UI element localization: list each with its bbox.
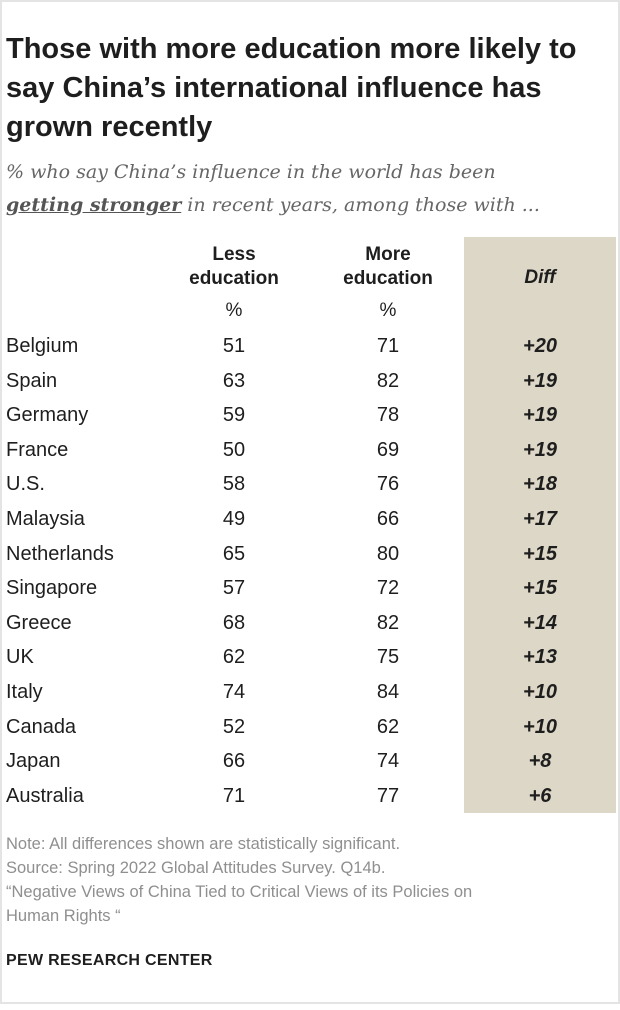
country-label: Germany [6, 404, 89, 427]
header-more-line2: education [343, 268, 433, 289]
country-label: Malaysia [6, 507, 85, 530]
diff-value: +10 [523, 715, 557, 738]
less-education-value: 52 [222, 715, 246, 738]
footer-report-line2: Human Rights “ [6, 907, 121, 925]
country-label: France [6, 438, 69, 461]
diff-value: +13 [523, 646, 557, 669]
country-label: Canada [6, 715, 77, 738]
more-education-value: 80 [376, 542, 400, 565]
less-education-value: 63 [222, 369, 246, 392]
header-more-line1: More [365, 244, 411, 265]
diff-value: +19 [523, 438, 557, 461]
more-education-value: 82 [376, 369, 400, 392]
less-education-value: 65 [222, 542, 246, 565]
more-education-value: 62 [376, 715, 400, 738]
table-row: Spain 63 82 +19 [0, 364, 620, 399]
frame-right-border [618, 0, 620, 1002]
table-row: Germany 59 78 +19 [0, 398, 620, 433]
more-education-value: 74 [376, 750, 400, 773]
less-education-value: 62 [222, 646, 246, 669]
frame-bottom-border [0, 1002, 620, 1004]
table-row: Belgium 51 71 +20 [0, 329, 620, 364]
table-row: UK 62 75 +13 [0, 640, 620, 675]
diff-value: +10 [523, 680, 557, 703]
table-row: Canada 52 62 +10 [0, 710, 620, 745]
diff-value: +14 [523, 611, 557, 634]
frame-left-border [0, 0, 2, 1002]
more-education-value: 78 [376, 404, 400, 427]
frame-top-border [0, 0, 620, 2]
less-education-value: 66 [222, 750, 246, 773]
country-label: UK [6, 646, 34, 669]
more-education-value: 76 [376, 473, 400, 496]
table-row: Netherlands 65 80 +15 [0, 537, 620, 572]
more-education-value: 84 [376, 680, 400, 703]
table-row: Japan 66 74 +8 [0, 744, 620, 779]
more-education-value: 77 [376, 784, 400, 807]
table-row: Singapore 57 72 +15 [0, 571, 620, 606]
header-less-line1: Less [212, 244, 256, 265]
diff-value: +17 [523, 507, 557, 530]
chart-title: Those with more education more likely to… [6, 33, 577, 143]
table-row: U.S. 58 76 +18 [0, 467, 620, 502]
country-label: Australia [6, 784, 84, 807]
less-education-value: 51 [222, 335, 246, 357]
subtitle-line1: % who say China’s influence in the world… [6, 161, 496, 183]
header-diff: Diff [524, 267, 556, 288]
table-row: Greece 68 82 +14 [0, 606, 620, 641]
less-education-value: 74 [222, 680, 246, 703]
header-more-education: More education [318, 243, 458, 291]
table-row: Australia 71 77 +6 [0, 779, 620, 814]
more-education-value: 71 [376, 335, 400, 357]
country-label: U.S. [6, 473, 45, 496]
less-education-value: 59 [222, 404, 246, 427]
table-row: France 50 69 +19 [0, 433, 620, 468]
more-education-value: 82 [376, 611, 400, 634]
less-education-value: 58 [222, 473, 246, 496]
more-education-value: 72 [376, 577, 400, 600]
more-education-value: 75 [376, 646, 400, 669]
country-label: Netherlands [6, 542, 114, 565]
subtitle-line2: in recent years, among those with ... [181, 194, 540, 216]
subtitle-emphasis: getting stronger [6, 194, 182, 216]
less-education-value: 50 [222, 438, 246, 461]
country-label: Belgium [6, 335, 79, 357]
chart-subtitle: % who say China’s influence in the world… [6, 156, 611, 222]
footer-note: Note: All differences shown are statisti… [6, 835, 401, 853]
brand-logo-text: PEW RESEARCH CENTER [6, 952, 213, 969]
table-row: Malaysia 49 66 +17 [0, 502, 620, 537]
table-row: Italy 74 84 +10 [0, 675, 620, 710]
country-label: Italy [6, 680, 43, 703]
country-label: Japan [6, 750, 61, 773]
diff-value: +19 [523, 404, 557, 427]
header-less-education: Less education [164, 243, 304, 291]
unit-less: % [225, 300, 243, 321]
less-education-value: 71 [222, 784, 246, 807]
header-less-line2: education [189, 268, 279, 289]
diff-value: +15 [523, 542, 557, 565]
footer-notes: Note: All differences shown are statisti… [6, 832, 611, 928]
diff-value: +15 [523, 577, 557, 600]
diff-value: +19 [523, 369, 557, 392]
less-education-value: 57 [222, 577, 246, 600]
more-education-value: 66 [376, 507, 400, 530]
less-education-value: 49 [222, 507, 246, 530]
footer-report-line1: “Negative Views of China Tied to Critica… [6, 883, 473, 901]
diff-value: +20 [523, 335, 557, 357]
diff-column-background [464, 237, 616, 813]
data-table: Belgium 51 71 +20 Spain 63 82 +19 Germany 59 78 +19… [0, 329, 620, 813]
less-education-value: 68 [222, 611, 246, 634]
footer-source: Source: Spring 2022 Global Attitudes Sur… [6, 859, 386, 877]
diff-value: +18 [523, 473, 557, 496]
country-label: Singapore [6, 577, 98, 600]
diff-value: +6 [528, 784, 552, 807]
country-label: Spain [6, 369, 58, 392]
diff-value: +8 [528, 750, 552, 773]
country-label: Greece [6, 611, 72, 634]
unit-more: % [379, 300, 397, 321]
more-education-value: 69 [376, 438, 400, 461]
